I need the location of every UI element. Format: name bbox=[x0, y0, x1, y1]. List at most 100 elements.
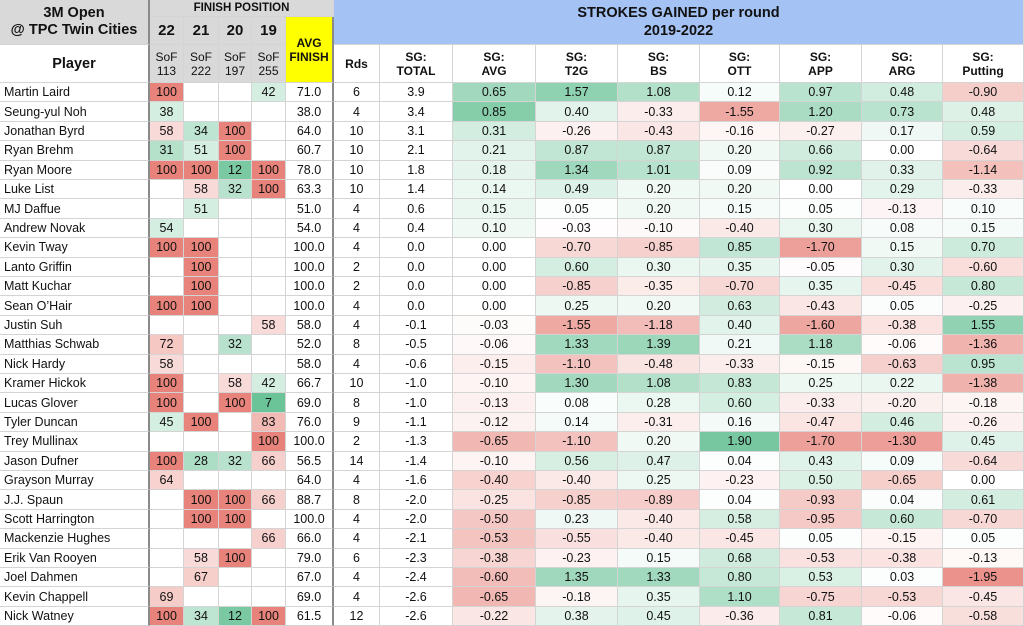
sg-value-cell: -0.22 bbox=[453, 606, 536, 626]
sof-label: SoF bbox=[155, 49, 178, 64]
sg-value-cell: 0.10 bbox=[943, 199, 1024, 219]
sg-value-cell: -0.13 bbox=[862, 199, 943, 219]
stat-prefix: SG: bbox=[809, 49, 832, 64]
rounds-cell: 4 bbox=[334, 471, 380, 491]
sg-value-cell: -1.30 bbox=[862, 432, 943, 452]
sg-value-cell: -0.48 bbox=[618, 354, 700, 374]
stat-prefix: SG: bbox=[891, 49, 913, 64]
avg-finish-cell: 69.0 bbox=[286, 587, 334, 607]
player-name: Kramer Hickok bbox=[0, 374, 150, 394]
sg-value-cell: -0.33 bbox=[618, 102, 700, 122]
event-venue: @ TPC Twin Cities bbox=[10, 22, 138, 38]
sg-value-cell: -0.85 bbox=[618, 238, 700, 258]
player-name: Lanto Griffin bbox=[0, 257, 150, 277]
finish-cell: 32 bbox=[219, 180, 252, 200]
finish-cell: 58 bbox=[184, 180, 219, 200]
sof-header-21: SoF 222 bbox=[184, 45, 219, 83]
sg-value-cell: 0.20 bbox=[618, 199, 700, 219]
rounds-cell: 4 bbox=[334, 529, 380, 549]
sg-value-cell: -0.95 bbox=[780, 509, 862, 530]
sg-value-cell: -0.06 bbox=[862, 335, 943, 355]
finish-position-label: FINISH POSITION bbox=[193, 2, 290, 14]
year-label: 19 bbox=[260, 22, 277, 39]
year-header-20: 20 bbox=[219, 17, 252, 45]
avg-finish-cell: 71.0 bbox=[286, 83, 334, 103]
finish-cell: 100 bbox=[219, 141, 252, 161]
finish-cell: 58 bbox=[150, 121, 184, 142]
sg-value-cell: -0.5 bbox=[380, 335, 453, 355]
sg-value-cell: -0.93 bbox=[780, 490, 862, 510]
player-name: Ryan Brehm bbox=[0, 141, 150, 161]
sg-value-cell: 0.00 bbox=[453, 277, 536, 297]
sg-value-cell: -0.18 bbox=[943, 393, 1024, 413]
sg-value-cell: -1.3 bbox=[380, 432, 453, 452]
sg-value-cell: 0.28 bbox=[618, 393, 700, 413]
finish-cell: 28 bbox=[184, 451, 219, 471]
avg-finish-label-line1: AVG bbox=[296, 35, 322, 50]
year-label: 22 bbox=[158, 22, 175, 39]
sg-value-cell: 0.45 bbox=[618, 606, 700, 626]
sg-value-cell: 1.30 bbox=[536, 374, 618, 394]
sg-value-cell: -0.58 bbox=[943, 606, 1024, 626]
sg-value-cell: 0.25 bbox=[618, 471, 700, 491]
sg-value-cell: -2.0 bbox=[380, 509, 453, 530]
finish-cell bbox=[184, 471, 219, 491]
finish-cell: 100 bbox=[219, 121, 252, 142]
sg-value-cell: 0.05 bbox=[862, 296, 943, 316]
player-name: Jonathan Byrd bbox=[0, 121, 150, 142]
sg-value-cell: 0.58 bbox=[700, 509, 780, 530]
sg-value-cell: -0.47 bbox=[780, 412, 862, 433]
sg-value-cell: 0.05 bbox=[780, 529, 862, 549]
rounds-cell: 8 bbox=[334, 393, 380, 413]
finish-cell: 32 bbox=[219, 335, 252, 355]
sg-value-cell: -2.0 bbox=[380, 490, 453, 510]
finish-cell: 66 bbox=[252, 490, 286, 510]
rounds-cell: 4 bbox=[334, 199, 380, 219]
stat-column-header: SG: AVG bbox=[453, 45, 536, 83]
stat-prefix: SG: bbox=[483, 49, 505, 64]
finish-cell: 100 bbox=[150, 606, 184, 626]
rounds-cell: 12 bbox=[334, 606, 380, 626]
finish-cell bbox=[150, 180, 184, 200]
sg-value-cell: -0.85 bbox=[536, 490, 618, 510]
rounds-cell: 10 bbox=[334, 374, 380, 394]
sg-value-cell: 0.0 bbox=[380, 257, 453, 277]
sg-value-cell: 0.05 bbox=[943, 529, 1024, 549]
player-name: Ryan Moore bbox=[0, 160, 150, 180]
sg-value-cell: -0.65 bbox=[862, 471, 943, 491]
finish-cell bbox=[184, 374, 219, 394]
finish-cell bbox=[252, 548, 286, 568]
sg-value-cell: -0.53 bbox=[453, 529, 536, 549]
sg-value-cell: 1.35 bbox=[536, 568, 618, 588]
sg-value-cell: -1.60 bbox=[780, 315, 862, 336]
sof-label: SoF bbox=[189, 49, 212, 64]
avg-finish-cell: 66.0 bbox=[286, 529, 334, 549]
finish-cell bbox=[219, 102, 252, 122]
sg-value-cell: 1.18 bbox=[780, 335, 862, 355]
sg-value-cell: 0.46 bbox=[862, 412, 943, 433]
sg-value-cell: -0.06 bbox=[453, 335, 536, 355]
sg-value-cell: 0.04 bbox=[700, 490, 780, 510]
finish-cell: 42 bbox=[252, 83, 286, 103]
sg-value-cell: 0.95 bbox=[943, 354, 1024, 374]
sg-value-cell: 3.1 bbox=[380, 121, 453, 142]
finish-cell bbox=[219, 83, 252, 103]
finish-cell: 100 bbox=[150, 393, 184, 413]
sg-value-cell: 1.20 bbox=[780, 102, 862, 122]
sg-value-cell: 0.23 bbox=[536, 509, 618, 530]
finish-cell bbox=[184, 393, 219, 413]
sg-value-cell: -0.40 bbox=[453, 471, 536, 491]
finish-cell bbox=[184, 335, 219, 355]
finish-cell bbox=[252, 277, 286, 297]
finish-cell bbox=[252, 102, 286, 122]
finish-cell bbox=[252, 471, 286, 491]
sg-value-cell: 0.49 bbox=[536, 180, 618, 200]
finish-cell bbox=[252, 509, 286, 530]
finish-cell: 58 bbox=[150, 354, 184, 374]
player-name: MJ Daffue bbox=[0, 199, 150, 219]
sg-value-cell: 0.18 bbox=[453, 160, 536, 180]
sg-value-cell: -0.05 bbox=[780, 257, 862, 277]
avg-finish-cell: 52.0 bbox=[286, 335, 334, 355]
finish-cell bbox=[252, 218, 286, 239]
finish-cell: 100 bbox=[150, 296, 184, 316]
